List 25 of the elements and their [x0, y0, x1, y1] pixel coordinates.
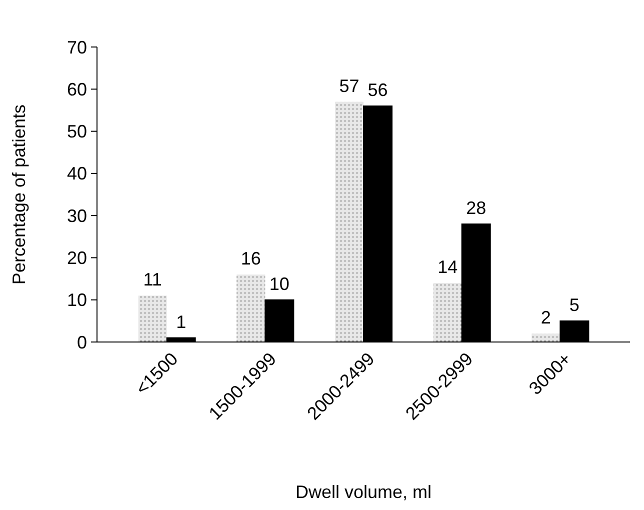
bar [236, 274, 266, 342]
data-label: 10 [269, 274, 290, 294]
data-label: 14 [438, 257, 458, 277]
data-label: 11 [143, 270, 162, 290]
bar [532, 334, 560, 342]
y-tick-label: 0 [76, 332, 87, 352]
y-tick-label: 40 [66, 164, 87, 184]
y-tick-label: 10 [66, 290, 87, 310]
data-label: 56 [368, 80, 388, 100]
bar [138, 296, 167, 342]
data-label: 5 [569, 294, 580, 315]
data-label: 28 [466, 198, 486, 218]
data-label: 2 [540, 308, 551, 328]
y-tick-label: 30 [66, 206, 87, 226]
data-label: 57 [339, 76, 360, 96]
y-tick-label: 70 [66, 37, 87, 58]
bar [334, 102, 364, 342]
data-label: 16 [240, 248, 261, 269]
y-tick-label: 60 [66, 79, 87, 100]
y-axis-title: Percentage of patients [9, 104, 29, 285]
x-axis-title: Dwell volume, ml [295, 482, 432, 502]
y-tick-label: 50 [66, 122, 87, 142]
bar [433, 283, 462, 342]
data-label: 1 [176, 312, 186, 332]
y-tick-label: 20 [66, 248, 87, 268]
